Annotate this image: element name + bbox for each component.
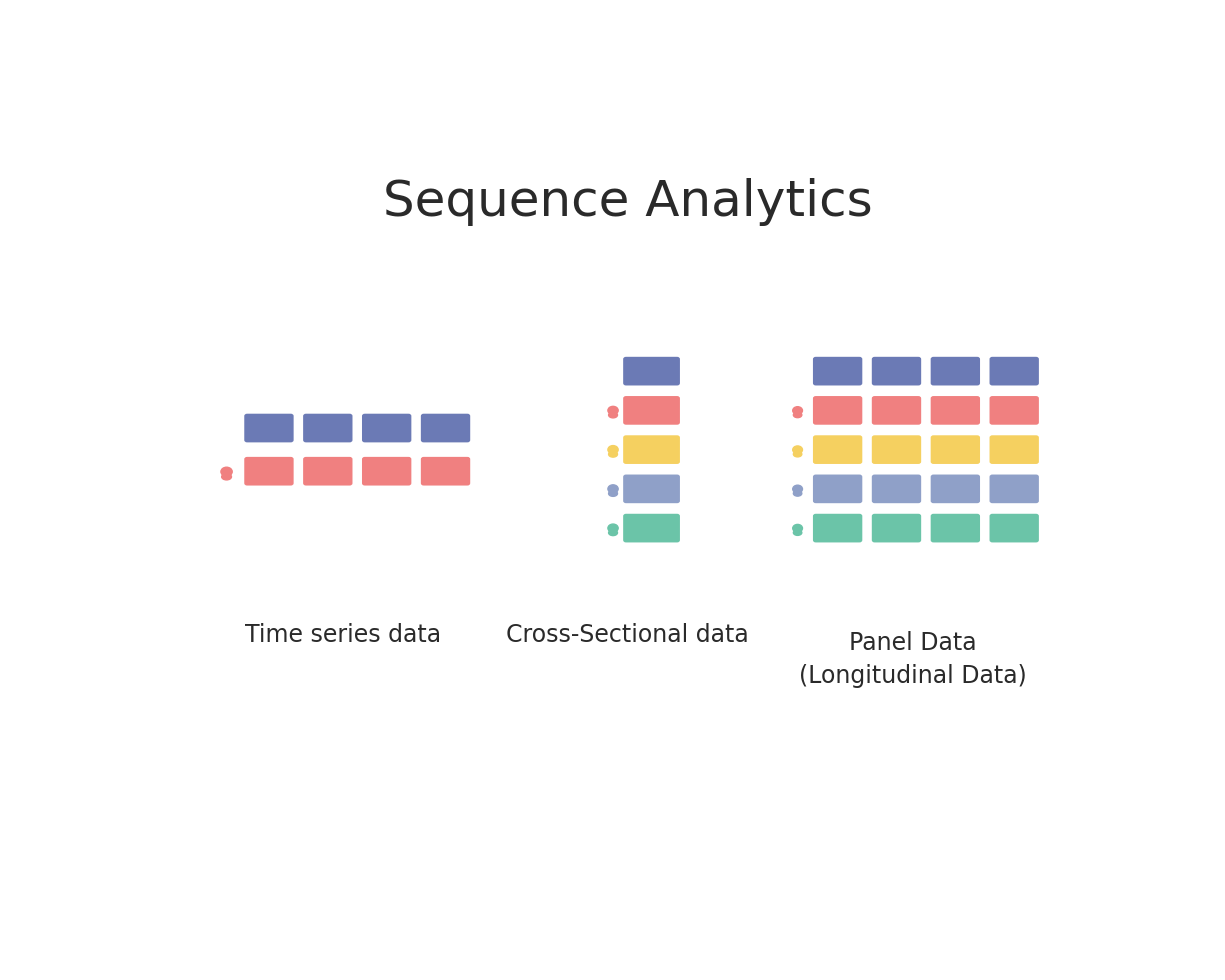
Circle shape	[608, 407, 619, 415]
FancyBboxPatch shape	[244, 457, 294, 485]
Text: Time series data: Time series data	[245, 623, 441, 647]
Ellipse shape	[794, 530, 802, 535]
FancyBboxPatch shape	[421, 457, 470, 485]
FancyBboxPatch shape	[813, 396, 862, 424]
FancyBboxPatch shape	[813, 514, 862, 543]
FancyBboxPatch shape	[872, 357, 921, 385]
FancyBboxPatch shape	[872, 474, 921, 503]
Text: Sequence Analytics: Sequence Analytics	[383, 178, 872, 226]
FancyBboxPatch shape	[872, 435, 921, 464]
FancyBboxPatch shape	[813, 435, 862, 464]
Ellipse shape	[222, 473, 232, 480]
Circle shape	[793, 524, 802, 532]
FancyBboxPatch shape	[303, 457, 353, 485]
FancyBboxPatch shape	[244, 414, 294, 442]
FancyBboxPatch shape	[990, 514, 1039, 543]
FancyBboxPatch shape	[990, 435, 1039, 464]
Ellipse shape	[794, 452, 802, 457]
Ellipse shape	[609, 491, 617, 496]
FancyBboxPatch shape	[931, 357, 980, 385]
Ellipse shape	[609, 530, 617, 536]
FancyBboxPatch shape	[303, 414, 353, 442]
FancyBboxPatch shape	[931, 514, 980, 543]
Ellipse shape	[794, 491, 802, 496]
FancyBboxPatch shape	[813, 474, 862, 503]
Ellipse shape	[609, 413, 617, 417]
FancyBboxPatch shape	[931, 435, 980, 464]
Text: Cross-Sectional data: Cross-Sectional data	[506, 623, 750, 647]
FancyBboxPatch shape	[624, 435, 680, 464]
FancyBboxPatch shape	[872, 514, 921, 543]
Circle shape	[220, 467, 233, 476]
FancyBboxPatch shape	[990, 357, 1039, 385]
Circle shape	[793, 485, 802, 493]
FancyBboxPatch shape	[624, 357, 680, 385]
Text: Panel Data
(Longitudinal Data): Panel Data (Longitudinal Data)	[799, 631, 1027, 688]
FancyBboxPatch shape	[363, 414, 412, 442]
Circle shape	[608, 446, 619, 454]
FancyBboxPatch shape	[931, 474, 980, 503]
FancyBboxPatch shape	[624, 514, 680, 543]
Circle shape	[608, 524, 619, 532]
FancyBboxPatch shape	[872, 396, 921, 424]
FancyBboxPatch shape	[363, 457, 412, 485]
Circle shape	[608, 485, 619, 493]
Circle shape	[793, 446, 802, 454]
FancyBboxPatch shape	[990, 396, 1039, 424]
Ellipse shape	[609, 452, 617, 457]
FancyBboxPatch shape	[990, 474, 1039, 503]
Circle shape	[793, 407, 802, 415]
FancyBboxPatch shape	[624, 474, 680, 503]
Ellipse shape	[794, 413, 802, 417]
FancyBboxPatch shape	[813, 357, 862, 385]
FancyBboxPatch shape	[931, 396, 980, 424]
FancyBboxPatch shape	[421, 414, 470, 442]
FancyBboxPatch shape	[624, 396, 680, 424]
